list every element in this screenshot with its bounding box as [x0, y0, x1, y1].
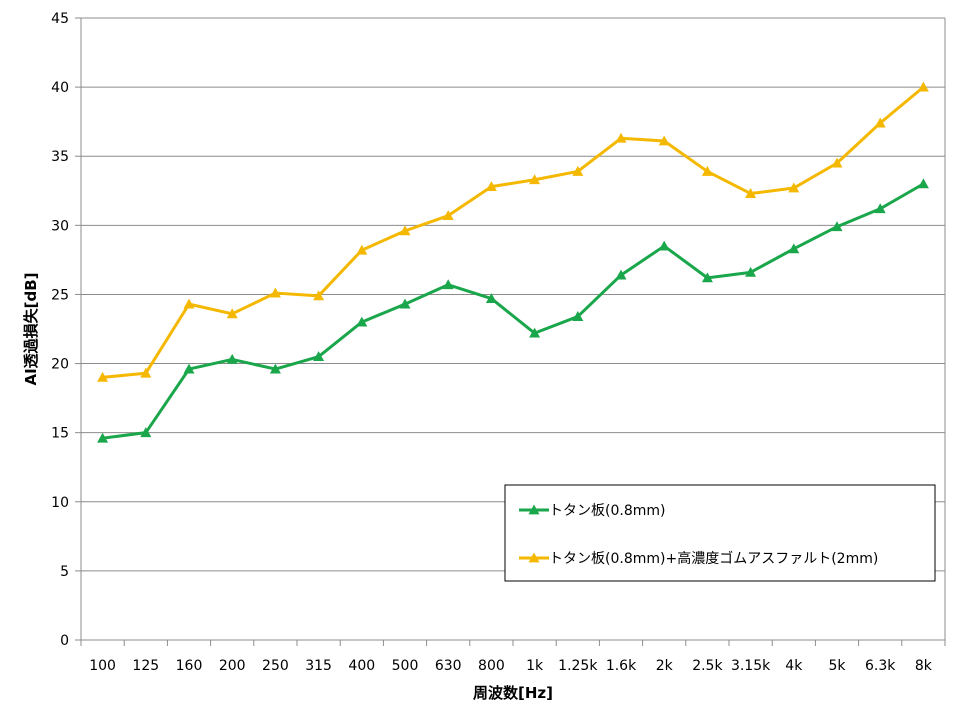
legend-label: トタン板(0.8mm)+高濃度ゴムアスファルト(2mm) — [549, 550, 878, 567]
x-tick-label: 1.25k — [558, 658, 598, 674]
data-point-marker — [399, 225, 411, 236]
y-tick-label: 40 — [51, 80, 69, 96]
data-point-marker — [701, 272, 713, 283]
data-point-marker — [226, 308, 238, 319]
data-point-marker — [615, 132, 627, 143]
data-point-marker — [269, 287, 281, 298]
x-tick-label: 315 — [305, 658, 332, 674]
data-point-marker — [874, 203, 886, 214]
data-point-marker — [529, 327, 541, 338]
data-point-marker — [226, 353, 238, 364]
data-point-marker — [140, 427, 152, 438]
x-tick-label: 6.3k — [865, 658, 896, 674]
x-tick-label: 2.5k — [692, 658, 723, 674]
data-point-marker — [183, 363, 195, 374]
data-point-marker — [745, 188, 757, 198]
x-tick-label: 4k — [785, 658, 803, 674]
series-1 — [97, 178, 929, 443]
y-tick-label: 10 — [51, 495, 69, 511]
x-tick-label: 8k — [915, 658, 933, 674]
data-point-marker — [356, 244, 368, 255]
data-point-marker — [615, 269, 627, 280]
series-2 — [97, 81, 929, 382]
x-tick-label: 800 — [478, 658, 505, 674]
data-point-marker — [269, 363, 281, 374]
data-point-marker — [313, 290, 325, 301]
data-point-marker — [788, 243, 800, 254]
y-tick-label: 15 — [51, 426, 69, 442]
data-point-marker — [831, 221, 843, 232]
x-tick-label: 200 — [219, 658, 246, 674]
gridlines — [81, 17, 945, 572]
data-point-marker — [442, 210, 454, 221]
x-tick-label: 400 — [348, 658, 375, 674]
x-axis-title: 周波数[Hz] — [473, 684, 553, 702]
y-tick-label: 35 — [51, 149, 69, 165]
legend-item-2: トタン板(0.8mm)+高濃度ゴムアスファルト(2mm) — [519, 550, 878, 567]
x-tick-label: 1k — [526, 658, 544, 674]
x-tick-label: 500 — [392, 658, 419, 674]
data-point-marker — [140, 367, 152, 378]
data-point-marker — [97, 432, 109, 443]
data-point-marker — [485, 293, 497, 303]
y-tick-label: 45 — [51, 11, 69, 27]
data-point-marker — [658, 135, 670, 146]
x-tick-label: 5k — [828, 658, 846, 674]
data-point-marker — [399, 298, 411, 309]
x-tick-label: 125 — [132, 658, 159, 674]
x-tick-label: 2k — [656, 658, 674, 674]
tick-labels: 0 5 10 15 20 25 30 35 40 45 100 125 160 200 250 315 400 5… — [51, 11, 933, 674]
x-tick-label: 3.15k — [731, 658, 771, 674]
y-tick-label: 20 — [51, 357, 69, 373]
x-tick-label: 100 — [89, 658, 116, 674]
data-point-marker — [572, 311, 584, 321]
legend-item-1: トタン板(0.8mm) — [519, 503, 665, 519]
legend-swatch-marker — [528, 552, 540, 563]
data-point-marker — [485, 181, 497, 192]
x-tick-label: 250 — [262, 658, 289, 674]
series-group — [97, 81, 929, 443]
x-tick-label: 160 — [176, 658, 203, 674]
data-point-marker — [572, 165, 584, 176]
data-point-marker — [97, 371, 109, 382]
y-tick-label: 25 — [51, 287, 69, 303]
legend-label: トタン板(0.8mm) — [549, 503, 665, 519]
data-point-marker — [183, 298, 195, 309]
data-point-marker — [917, 178, 929, 189]
legend: トタン板(0.8mm) トタン板(0.8mm)+高濃度ゴムアスファルト(2mm) — [504, 484, 936, 582]
data-point-marker — [745, 266, 757, 277]
data-point-marker — [529, 174, 541, 185]
y-tick-label: 5 — [60, 564, 69, 580]
data-point-marker — [874, 117, 886, 128]
legend-swatch-marker — [528, 504, 540, 515]
x-tick-label: 1.6k — [606, 658, 637, 674]
x-tick-label: 630 — [435, 658, 462, 674]
data-point-marker — [658, 240, 670, 251]
data-point-marker — [313, 351, 325, 362]
data-point-marker — [356, 316, 368, 327]
axes — [75, 17, 946, 646]
y-tick-label: 30 — [51, 218, 69, 234]
data-point-marker — [442, 279, 454, 290]
y-tick-label: 0 — [60, 633, 69, 649]
data-point-marker — [831, 157, 843, 168]
y-axis-title: AI透過損失[dB] — [22, 272, 40, 385]
series-line — [102, 85, 925, 379]
data-point-marker — [917, 81, 929, 92]
series-line — [102, 182, 925, 440]
data-point-marker — [701, 165, 713, 176]
legend-box — [504, 484, 936, 582]
data-point-marker — [788, 182, 800, 193]
